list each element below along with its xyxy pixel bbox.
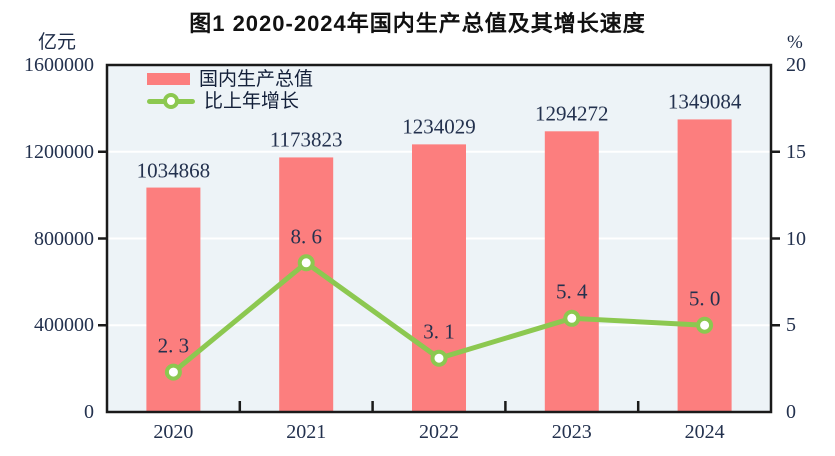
legend-line-marker-icon	[147, 93, 195, 109]
right-axis-unit-label: %	[787, 32, 803, 53]
bar-2024	[677, 119, 732, 412]
bar-2021	[279, 157, 334, 412]
legend-label-growth: 比上年增长	[204, 90, 300, 112]
line-marker-2022	[430, 349, 448, 367]
line-marker-2020	[164, 363, 182, 381]
legend-item-gdp: 国内生产总值	[147, 68, 313, 90]
bar-2022	[412, 144, 466, 412]
legend-label-gdp: 国内生产总值	[199, 68, 314, 90]
line-marker-2021	[297, 254, 315, 272]
legend-bar-swatch-icon	[147, 73, 190, 85]
line-marker-2023	[563, 309, 581, 327]
left-axis-unit-label: 亿元	[38, 32, 77, 53]
legend: 国内生产总值 比上年增长	[147, 68, 313, 112]
bar-2023	[544, 131, 599, 413]
line-marker-2024	[696, 316, 714, 334]
chart-title: 图1 2020-2024年国内生产总值及其增长速度	[189, 11, 646, 36]
legend-item-growth: 比上年增长	[147, 90, 313, 112]
